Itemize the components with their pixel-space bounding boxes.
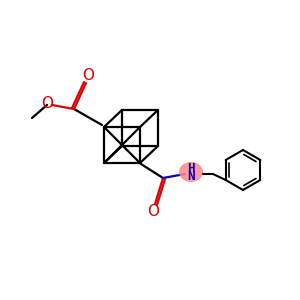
Text: N: N	[187, 169, 195, 182]
Text: O: O	[41, 95, 53, 110]
Text: H: H	[187, 161, 195, 175]
Ellipse shape	[179, 162, 203, 182]
Text: O: O	[82, 68, 94, 83]
Text: O: O	[147, 205, 159, 220]
